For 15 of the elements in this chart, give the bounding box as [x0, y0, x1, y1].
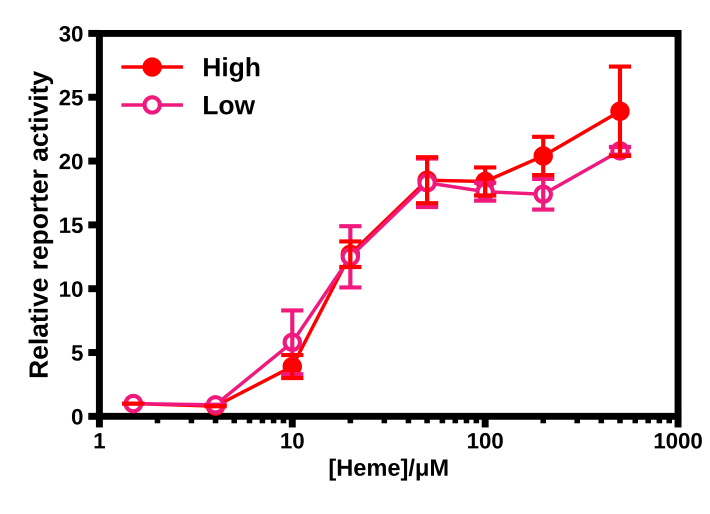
- x-tick-label: 1: [94, 433, 105, 448]
- x-tick-label: 1000: [654, 432, 702, 449]
- x-tick-label: 10: [281, 432, 304, 449]
- legend-label: High: [204, 57, 260, 82]
- y-axis-title: Relative reporter activity: [28, 71, 54, 378]
- y-tick-label: 20: [59, 154, 83, 170]
- y-tick-label: 0: [72, 408, 83, 425]
- y-tick-label: 5: [72, 345, 83, 361]
- y-tick-label: 15: [60, 218, 83, 234]
- y-tick-label: 25: [59, 90, 83, 106]
- x-axis-title: [Heme]/μM: [330, 458, 448, 481]
- x-tick-label: 100: [468, 432, 503, 449]
- legend-label: Low: [204, 96, 256, 114]
- y-tick-label: 30: [59, 26, 83, 42]
- y-tick-label: 10: [60, 281, 83, 297]
